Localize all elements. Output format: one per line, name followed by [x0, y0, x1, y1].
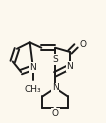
- Text: S: S: [52, 55, 58, 64]
- Text: O: O: [80, 40, 86, 49]
- Text: O: O: [52, 109, 59, 118]
- Text: CH₃: CH₃: [25, 85, 41, 94]
- Text: N: N: [29, 63, 36, 72]
- Text: N: N: [52, 84, 59, 92]
- Text: N: N: [67, 62, 73, 71]
